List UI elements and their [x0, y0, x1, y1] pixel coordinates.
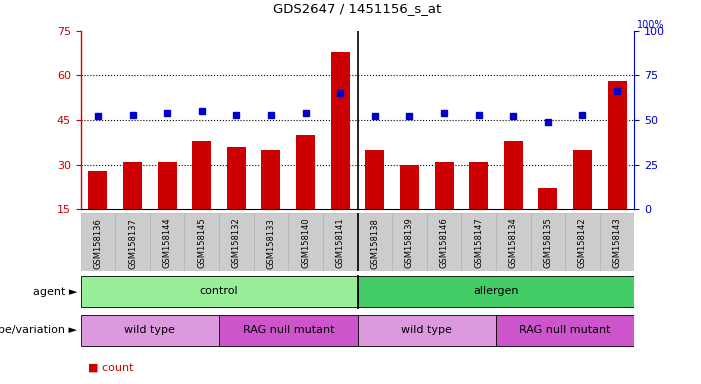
Text: GSM158140: GSM158140: [301, 218, 310, 268]
Text: GSM158143: GSM158143: [613, 218, 622, 268]
Bar: [600, 213, 634, 271]
Bar: [358, 213, 392, 271]
Bar: [469, 162, 488, 209]
Text: RAG null mutant: RAG null mutant: [519, 324, 611, 334]
Text: GSM158132: GSM158132: [232, 218, 241, 268]
Text: GSM158142: GSM158142: [578, 218, 587, 268]
Bar: [435, 162, 454, 209]
Text: GSM158139: GSM158139: [405, 218, 414, 268]
Bar: [254, 213, 288, 271]
Text: GSM158134: GSM158134: [509, 218, 518, 268]
Bar: [288, 213, 323, 271]
Bar: [227, 147, 246, 209]
Bar: [192, 141, 211, 209]
Bar: [573, 150, 592, 209]
Text: GSM158135: GSM158135: [543, 218, 552, 268]
Bar: [496, 213, 531, 271]
Bar: [81, 315, 219, 346]
Text: wild type: wild type: [401, 324, 452, 334]
Bar: [504, 141, 523, 209]
Text: allergen: allergen: [473, 286, 519, 296]
Bar: [261, 150, 280, 209]
Text: GSM158146: GSM158146: [440, 218, 449, 268]
Bar: [427, 213, 461, 271]
Bar: [81, 213, 115, 271]
Bar: [365, 150, 384, 209]
Bar: [496, 315, 634, 346]
Bar: [461, 213, 496, 271]
Bar: [184, 213, 219, 271]
Bar: [323, 213, 358, 271]
Text: genotype/variation ►: genotype/variation ►: [0, 325, 77, 335]
Text: agent ►: agent ►: [33, 287, 77, 297]
Bar: [88, 170, 107, 209]
Bar: [296, 135, 315, 209]
Bar: [565, 213, 600, 271]
Text: wild type: wild type: [124, 324, 175, 334]
Bar: [400, 165, 419, 209]
Bar: [150, 213, 184, 271]
Bar: [358, 315, 496, 346]
Text: GDS2647 / 1451156_s_at: GDS2647 / 1451156_s_at: [273, 2, 442, 15]
Text: 100%: 100%: [637, 20, 665, 30]
Text: GSM158147: GSM158147: [474, 218, 483, 268]
Bar: [531, 213, 565, 271]
Bar: [115, 213, 150, 271]
Bar: [219, 213, 254, 271]
Bar: [538, 189, 557, 209]
Text: GSM158144: GSM158144: [163, 218, 172, 268]
Bar: [608, 81, 627, 209]
Bar: [158, 162, 177, 209]
Bar: [392, 213, 427, 271]
Bar: [358, 276, 634, 307]
Text: GSM158136: GSM158136: [93, 218, 102, 268]
Text: GSM158141: GSM158141: [336, 218, 345, 268]
Bar: [331, 51, 350, 209]
Text: GSM158133: GSM158133: [266, 218, 275, 268]
Text: RAG null mutant: RAG null mutant: [243, 324, 334, 334]
Text: control: control: [200, 286, 238, 296]
Bar: [219, 315, 358, 346]
Text: ■ count: ■ count: [88, 363, 133, 373]
Text: GSM158137: GSM158137: [128, 218, 137, 268]
Bar: [123, 162, 142, 209]
Text: GSM158138: GSM158138: [370, 218, 379, 268]
Text: GSM158145: GSM158145: [197, 218, 206, 268]
Bar: [81, 276, 358, 307]
